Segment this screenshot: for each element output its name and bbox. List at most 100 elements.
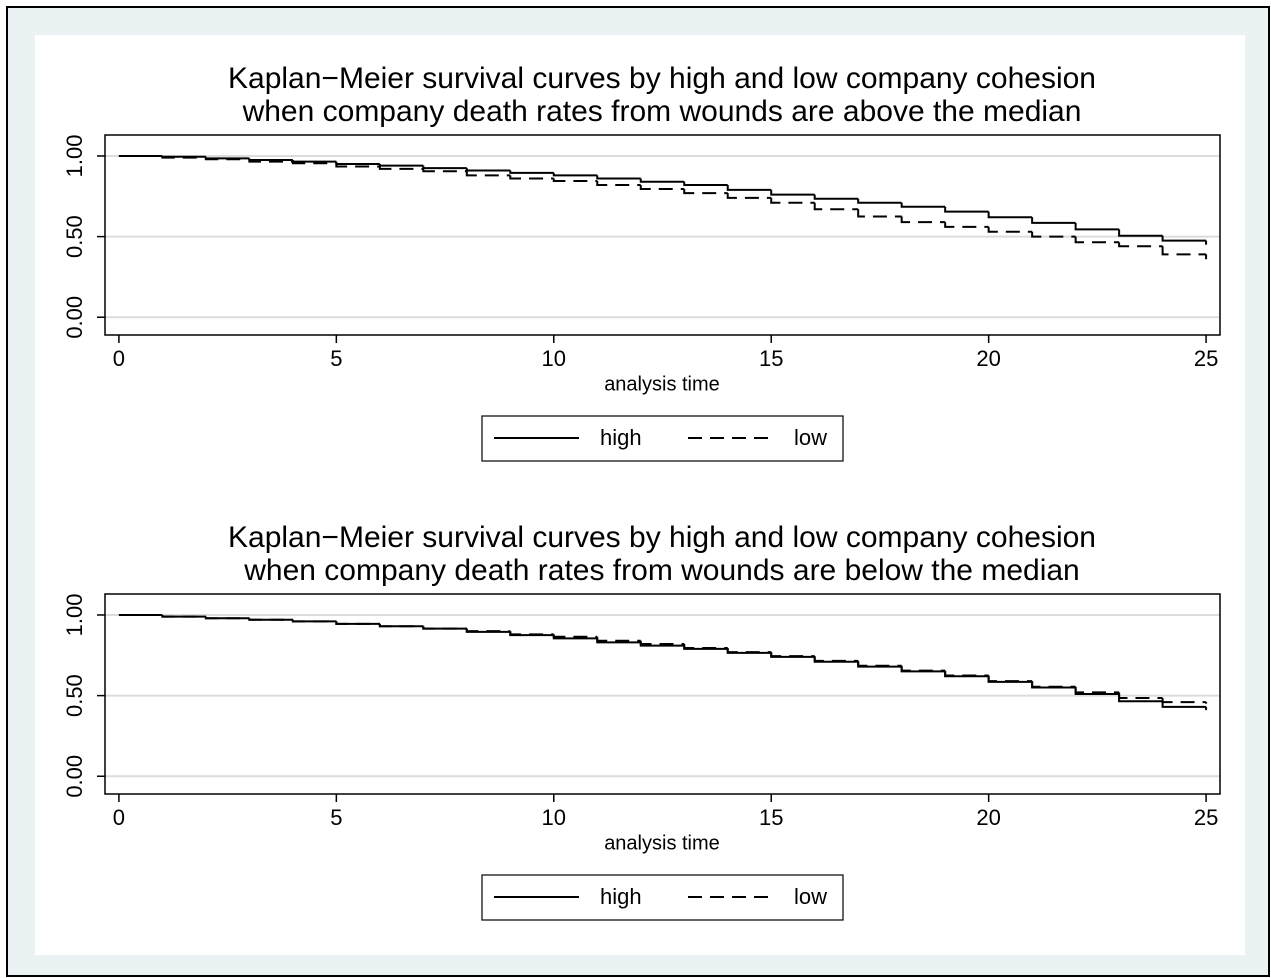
km-step — [1161, 235, 1207, 242]
km-step — [1031, 231, 1076, 238]
km-step — [1118, 692, 1163, 700]
km-step — [248, 159, 293, 163]
km-step — [944, 670, 989, 677]
km-step — [1161, 246, 1207, 256]
km-step — [552, 172, 598, 177]
y-tick-label: 0.50 — [62, 674, 87, 717]
x-tick-label: 15 — [759, 346, 783, 371]
km-step — [900, 665, 946, 672]
km-step — [813, 202, 859, 211]
km-step — [1161, 701, 1207, 708]
km-step — [770, 197, 815, 204]
km-step — [552, 178, 598, 182]
km-step — [422, 168, 467, 173]
km-step — [335, 621, 380, 625]
km-step — [1118, 229, 1163, 237]
km-step — [770, 189, 815, 196]
km-step — [1031, 681, 1076, 688]
x-tick-label: 25 — [1194, 805, 1218, 830]
km-step — [857, 198, 902, 204]
km-step — [596, 636, 641, 642]
km-step — [204, 616, 250, 620]
km-step — [944, 222, 989, 228]
y-tick-label: 0.00 — [62, 755, 87, 798]
km-step — [465, 171, 511, 177]
x-tick-label: 20 — [976, 805, 1000, 830]
km-step — [1074, 236, 1120, 244]
km-step — [1074, 222, 1120, 231]
x-tick-label: 20 — [976, 346, 1000, 371]
km-step — [683, 644, 728, 650]
km-step — [552, 634, 598, 638]
km-step — [291, 619, 337, 623]
km-step — [1074, 686, 1120, 694]
y-tick-label: 0.50 — [62, 215, 87, 258]
km-step — [509, 170, 554, 174]
y-tick-label: 1.00 — [62, 135, 87, 178]
chart-title: when company death rates from wounds are… — [242, 95, 1082, 128]
km-step — [639, 178, 685, 183]
km-step — [987, 211, 1033, 219]
km-step — [770, 652, 815, 658]
km-step — [509, 631, 554, 636]
x-axis-label: analysis time — [604, 832, 720, 854]
y-tick-label: 1.00 — [62, 594, 87, 637]
km-step — [465, 628, 511, 633]
km-step — [1161, 698, 1207, 704]
km-step — [1118, 242, 1163, 248]
km-step — [465, 168, 511, 172]
x-tick-label: 0 — [113, 805, 125, 830]
x-tick-label: 25 — [1194, 346, 1218, 371]
legend-label: high — [600, 884, 642, 909]
km-step — [596, 180, 641, 186]
km-step — [639, 185, 685, 191]
km-step — [683, 181, 728, 186]
km-step — [944, 206, 989, 213]
km-step — [639, 640, 685, 645]
km-step — [378, 166, 424, 170]
km-step — [1031, 217, 1076, 224]
y-tick-label: 0.00 — [62, 296, 87, 339]
km-step — [726, 193, 772, 199]
x-tick-label: 10 — [542, 346, 566, 371]
chart-title: Kaplan−Meier survival curves by high and… — [228, 62, 1096, 95]
x-tick-label: 10 — [542, 805, 566, 830]
km-step — [813, 656, 859, 662]
km-step — [596, 175, 641, 180]
km-step — [987, 226, 1033, 233]
x-tick-label: 5 — [330, 346, 342, 371]
km-step — [683, 189, 728, 195]
km-step — [161, 155, 206, 159]
graph-region — [35, 35, 1245, 955]
km-step — [726, 185, 772, 191]
km-step — [422, 165, 467, 170]
x-tick-label: 15 — [759, 805, 783, 830]
km-step — [813, 194, 859, 200]
legend-label: low — [794, 425, 827, 450]
chart-title: when company death rates from wounds are… — [243, 554, 1079, 587]
x-tick-label: 5 — [330, 805, 342, 830]
legend-label: high — [600, 425, 642, 450]
plot-frame — [104, 593, 1221, 795]
km-step — [900, 216, 946, 224]
km-step — [335, 163, 380, 168]
km-step — [987, 675, 1033, 683]
km-step — [509, 175, 554, 180]
km-step — [857, 209, 902, 218]
km-step — [161, 614, 206, 618]
km-step — [422, 626, 467, 630]
x-axis-label: analysis time — [604, 373, 720, 395]
x-tick-label: 0 — [113, 346, 125, 371]
km-step — [726, 648, 772, 654]
km-step — [378, 623, 424, 628]
km-step — [900, 202, 946, 208]
legend-label: low — [794, 884, 827, 909]
km-step — [291, 161, 337, 165]
km-step — [204, 157, 250, 161]
plot-frame — [104, 134, 1221, 336]
chart-title: Kaplan−Meier survival curves by high and… — [228, 521, 1096, 554]
km-step — [248, 618, 293, 621]
km-step — [857, 660, 902, 667]
